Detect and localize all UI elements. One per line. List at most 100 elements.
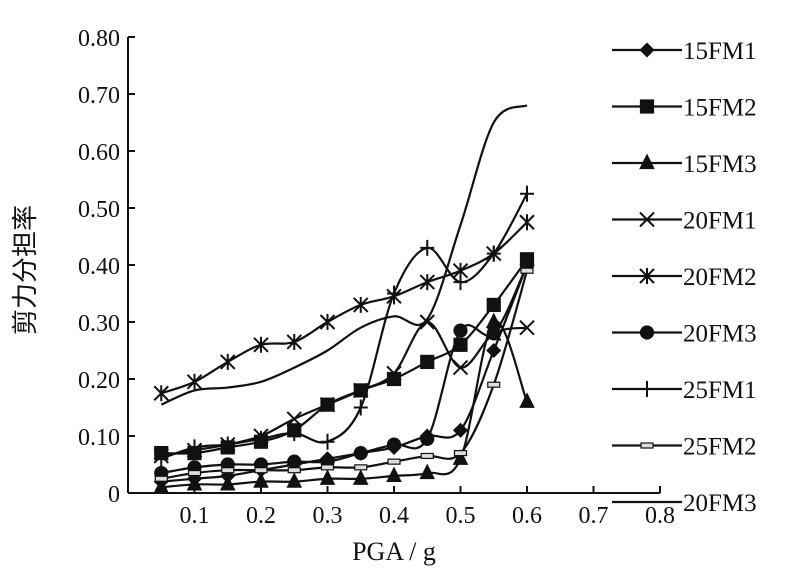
data-point bbox=[420, 452, 434, 460]
y-tick-label: 0.20 bbox=[78, 368, 120, 394]
legend-entry: 20FM2 bbox=[612, 264, 757, 291]
x-tick-label: 0.6 bbox=[512, 503, 542, 529]
legend-label: 25FM1 bbox=[683, 377, 757, 404]
legend: 15FM1 15FM2 15FM3 20FM1 20FM2 20FM3 25FM1 25FM2… bbox=[612, 38, 757, 517]
data-point bbox=[520, 267, 534, 274]
data-point bbox=[254, 467, 268, 474]
data-point bbox=[187, 469, 202, 477]
x-tick-label: 0.7 bbox=[579, 503, 609, 529]
y-tick-label: 0.80 bbox=[78, 26, 120, 52]
legend-entry: 15FM1 bbox=[612, 38, 757, 65]
data-point bbox=[186, 474, 203, 491]
data-point bbox=[487, 381, 501, 388]
legend-entry: 25FM1 bbox=[612, 377, 757, 404]
y-tick-label: 0.70 bbox=[78, 83, 120, 109]
data-point bbox=[153, 385, 169, 402]
series-line bbox=[160, 221, 528, 395]
data-point bbox=[353, 399, 368, 416]
data-point bbox=[453, 323, 468, 338]
data-point bbox=[452, 359, 469, 376]
data-point bbox=[419, 274, 435, 291]
data-point bbox=[187, 439, 202, 456]
legend-marker bbox=[639, 268, 655, 284]
data-point bbox=[386, 466, 402, 482]
x-tick-label: 0.5 bbox=[446, 503, 476, 529]
data-point bbox=[154, 450, 169, 467]
legend-label: 15FM1 bbox=[683, 38, 757, 65]
legend-entry: 15FM2 bbox=[612, 95, 757, 122]
axes: 0.1 0.2 0.3 0.4 0.5 0.6 0.7 0.800.100.200.300.4… bbox=[78, 26, 675, 529]
data-point bbox=[519, 214, 535, 231]
data-point bbox=[220, 353, 236, 370]
data-point bbox=[352, 469, 369, 485]
data-point bbox=[486, 342, 502, 359]
data-point bbox=[154, 475, 168, 482]
data-point bbox=[320, 464, 335, 471]
y-tick-label: 0.50 bbox=[78, 197, 120, 223]
data-point bbox=[519, 319, 535, 336]
y-axis-label: 剪力分担率 bbox=[11, 205, 40, 335]
data-point bbox=[153, 477, 170, 494]
y-tick-label: 0 bbox=[108, 482, 120, 508]
series-20fm3-8 bbox=[160, 104, 528, 406]
data-point bbox=[319, 469, 336, 485]
legend-entry: 25FM2 bbox=[612, 434, 757, 461]
data-point bbox=[287, 425, 302, 442]
legend-label: 15FM2 bbox=[683, 95, 757, 122]
data-point bbox=[387, 285, 401, 302]
series-15fm1-0 bbox=[153, 257, 535, 490]
data-point bbox=[186, 373, 203, 390]
legend-marker bbox=[640, 381, 654, 397]
legend-label: 20FM3 bbox=[683, 321, 757, 348]
legend-marker bbox=[639, 211, 655, 228]
data-point bbox=[287, 467, 301, 474]
data-point bbox=[286, 472, 303, 488]
data-point bbox=[420, 431, 435, 446]
data-point bbox=[486, 297, 501, 312]
data-point bbox=[353, 446, 368, 461]
series-line bbox=[161, 320, 529, 489]
legend-marker bbox=[640, 442, 654, 449]
legend-marker bbox=[639, 325, 655, 340]
data-point bbox=[452, 449, 469, 465]
legend-label: 25FM2 bbox=[683, 434, 757, 461]
x-tick-label: 0.4 bbox=[379, 503, 409, 529]
data-point bbox=[419, 314, 435, 330]
data-point bbox=[452, 422, 469, 438]
x-tick-label: 0.3 bbox=[313, 503, 343, 529]
data-point bbox=[486, 326, 501, 341]
data-point bbox=[386, 365, 402, 382]
data-point bbox=[221, 467, 235, 474]
legend-entry: 15FM3 bbox=[612, 151, 757, 178]
data-point bbox=[386, 437, 402, 452]
data-point bbox=[320, 433, 335, 450]
data-point bbox=[453, 450, 468, 457]
y-tick-label: 0.40 bbox=[78, 254, 120, 280]
data-point bbox=[219, 474, 236, 491]
legend-label: 20FM3 bbox=[683, 490, 757, 517]
data-point bbox=[220, 436, 235, 453]
y-tick-label: 0.10 bbox=[78, 425, 120, 451]
data-point bbox=[287, 454, 302, 469]
data-point bbox=[387, 458, 401, 465]
legend-entry: 20FM3 bbox=[612, 321, 757, 348]
data-point bbox=[419, 463, 436, 480]
data-point bbox=[420, 239, 435, 256]
x-tick-label: 0.8 bbox=[645, 503, 675, 529]
series-line bbox=[161, 258, 528, 455]
data-point bbox=[286, 333, 302, 350]
x-tick-label: 0.1 bbox=[180, 503, 210, 529]
data-point bbox=[353, 296, 369, 313]
x-axis-label: PGA / g bbox=[352, 537, 436, 566]
data-point bbox=[253, 472, 269, 488]
legend-label: 15FM3 bbox=[683, 151, 757, 178]
legend-label: 20FM2 bbox=[683, 264, 757, 291]
legend-entry: 20FM1 bbox=[612, 208, 757, 235]
data-point bbox=[319, 396, 336, 413]
legend-entry: 20FM3 bbox=[612, 490, 757, 517]
y-tick-label: 0.30 bbox=[78, 311, 120, 337]
data-point bbox=[354, 464, 368, 471]
series-25fm2-7 bbox=[154, 267, 534, 482]
data-point bbox=[319, 314, 336, 330]
